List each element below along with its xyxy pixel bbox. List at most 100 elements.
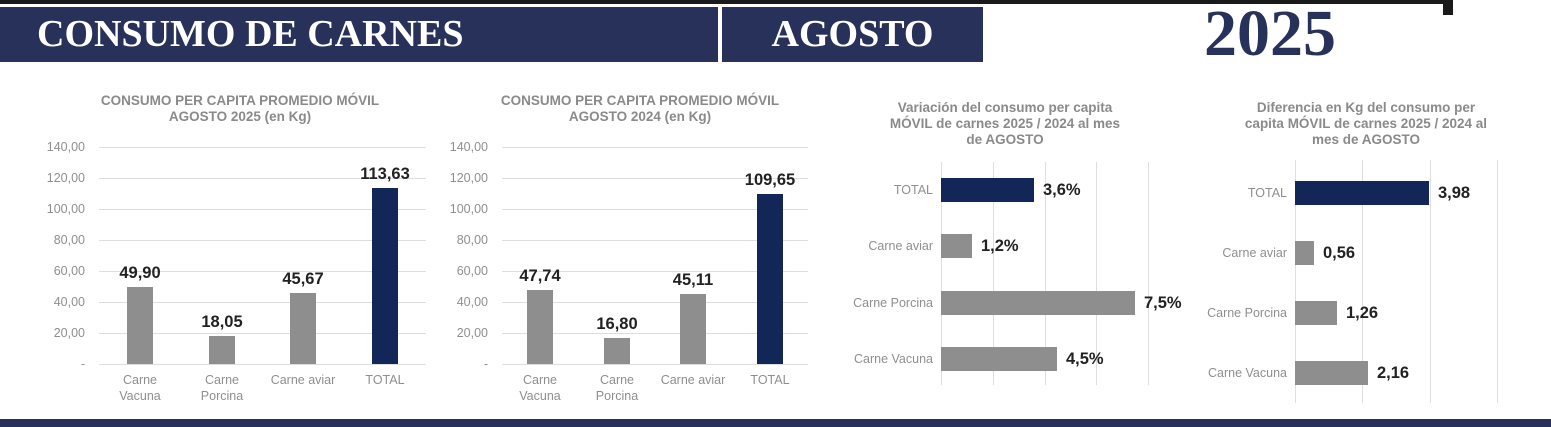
gridline xyxy=(502,147,808,148)
category-label: Carne aviar xyxy=(660,373,726,387)
category-label: Carne aviar xyxy=(1222,246,1287,260)
bar-Carne Vacuna xyxy=(941,347,1057,371)
category-label: TOTAL xyxy=(365,373,405,387)
bar-Carne aviar xyxy=(680,294,706,364)
y-axis-tick: - xyxy=(80,357,85,371)
gridline xyxy=(99,240,426,241)
bottom-border-band xyxy=(0,419,1551,427)
category-label: Carne aviar xyxy=(270,373,336,387)
value-label: 1,26 xyxy=(1346,304,1379,322)
bar-Carne Porcina xyxy=(604,338,630,364)
bar-Carne aviar xyxy=(1295,241,1314,265)
bar-Carne Porcina xyxy=(209,336,235,364)
gridline xyxy=(1045,162,1046,385)
y-axis-tick: 40,00 xyxy=(53,295,85,309)
bar-Carne Vacuna xyxy=(127,287,153,364)
category-label: Carne Vacuna xyxy=(1208,366,1287,380)
bar-Carne aviar xyxy=(941,234,972,258)
gridline xyxy=(502,209,808,210)
category-label: Carne Porcina xyxy=(200,373,244,403)
chart-variacion-porcentual: Variación del consumo per capita MÓVIL d… xyxy=(845,85,1200,420)
value-label: 0,56 xyxy=(1323,244,1356,262)
value-label: 113,63 xyxy=(360,165,410,183)
gridline xyxy=(1497,160,1498,403)
bar-Carne Porcina xyxy=(941,291,1135,315)
y-axis-tick: 80,00 xyxy=(456,233,488,247)
bar-TOTAL xyxy=(372,188,398,364)
y-axis-tick: 20,00 xyxy=(53,326,85,340)
category-label: Carne Porcina xyxy=(595,373,639,403)
top-border-line xyxy=(0,0,1447,4)
gridline xyxy=(99,178,426,179)
y-axis-tick: 80,00 xyxy=(53,233,85,247)
value-label: 3,6% xyxy=(1043,181,1081,199)
category-label: TOTAL xyxy=(750,373,790,387)
chart-title: Variación del consumo per capita MÓVIL d… xyxy=(889,100,1121,147)
gridline xyxy=(99,302,426,303)
gridline xyxy=(941,162,942,385)
gridline xyxy=(1096,162,1097,385)
header-year: 2025 xyxy=(1204,0,1336,70)
gridline xyxy=(502,302,808,303)
gridline xyxy=(99,333,426,334)
chart-consumo-2025: CONSUMO PER CAPITA PROMEDIO MÓVIL AGOSTO… xyxy=(20,85,450,420)
category-label: TOTAL xyxy=(1247,186,1287,200)
value-label: 18,05 xyxy=(201,313,243,331)
chart-title: CONSUMO PER CAPITA PROMEDIO MÓVIL AGOSTO… xyxy=(100,93,380,124)
value-label: 1,2% xyxy=(981,237,1019,255)
y-axis-tick: 140,00 xyxy=(46,140,85,154)
chart-title: Diferencia en Kg del consumo per capita … xyxy=(1244,100,1488,147)
y-axis-tick: 140,00 xyxy=(449,140,488,154)
value-label: 109,65 xyxy=(744,171,796,189)
y-axis-tick: 40,00 xyxy=(456,295,488,309)
value-label: 47,74 xyxy=(519,267,561,285)
value-label: 45,67 xyxy=(282,270,324,288)
gridline xyxy=(1148,162,1149,385)
gridline xyxy=(1295,160,1296,403)
gridline xyxy=(502,178,808,179)
header-month-bar: AGOSTO xyxy=(722,7,983,62)
y-axis-tick: 60,00 xyxy=(456,264,488,278)
gridline xyxy=(99,271,426,272)
bar-TOTAL xyxy=(757,194,783,364)
category-label: TOTAL xyxy=(893,183,933,197)
top-border-end-cap xyxy=(1443,0,1453,15)
header-month: AGOSTO xyxy=(771,13,934,55)
bar-Carne Porcina xyxy=(1295,301,1337,325)
gridline xyxy=(99,147,426,148)
bar-TOTAL xyxy=(1295,181,1429,205)
gridline xyxy=(99,209,426,210)
category-label: Carne Vacuna xyxy=(119,373,161,403)
category-label: Carne Vacuna xyxy=(519,373,561,403)
y-axis-tick: 100,00 xyxy=(46,202,85,216)
header-title-bar: CONSUMO DE CARNES xyxy=(0,7,718,62)
gridline xyxy=(502,271,808,272)
value-label: 45,11 xyxy=(672,271,714,289)
gridline xyxy=(1430,160,1431,403)
bar-Carne Vacuna xyxy=(527,290,553,364)
y-axis-tick: 120,00 xyxy=(46,171,85,185)
value-label: 4,5% xyxy=(1066,350,1104,368)
chart-consumo-2024: CONSUMO PER CAPITA PROMEDIO MÓVIL AGOSTO… xyxy=(430,85,860,420)
y-axis-tick: 120,00 xyxy=(449,171,488,185)
chart-title: CONSUMO PER CAPITA PROMEDIO MÓVIL AGOSTO… xyxy=(500,93,780,124)
y-axis-tick: - xyxy=(483,357,488,371)
gridline xyxy=(1362,160,1363,403)
category-label: Carne Porcina xyxy=(1207,306,1287,320)
category-label: Carne Porcina xyxy=(853,296,933,310)
gridline xyxy=(502,240,808,241)
value-label: 49,90 xyxy=(119,264,161,282)
bar-Carne Vacuna xyxy=(1295,361,1368,385)
bar-TOTAL xyxy=(941,178,1034,202)
value-label: 16,80 xyxy=(596,315,638,333)
value-label: 2,16 xyxy=(1377,364,1410,382)
gridline xyxy=(993,162,994,385)
y-axis-tick: 20,00 xyxy=(456,326,488,340)
gridline xyxy=(502,333,808,334)
value-label: 7,5% xyxy=(1144,294,1182,312)
bar-Carne aviar xyxy=(290,293,316,364)
page-title: CONSUMO DE CARNES xyxy=(37,13,464,55)
y-axis-tick: 60,00 xyxy=(53,264,85,278)
gridline xyxy=(99,364,426,365)
